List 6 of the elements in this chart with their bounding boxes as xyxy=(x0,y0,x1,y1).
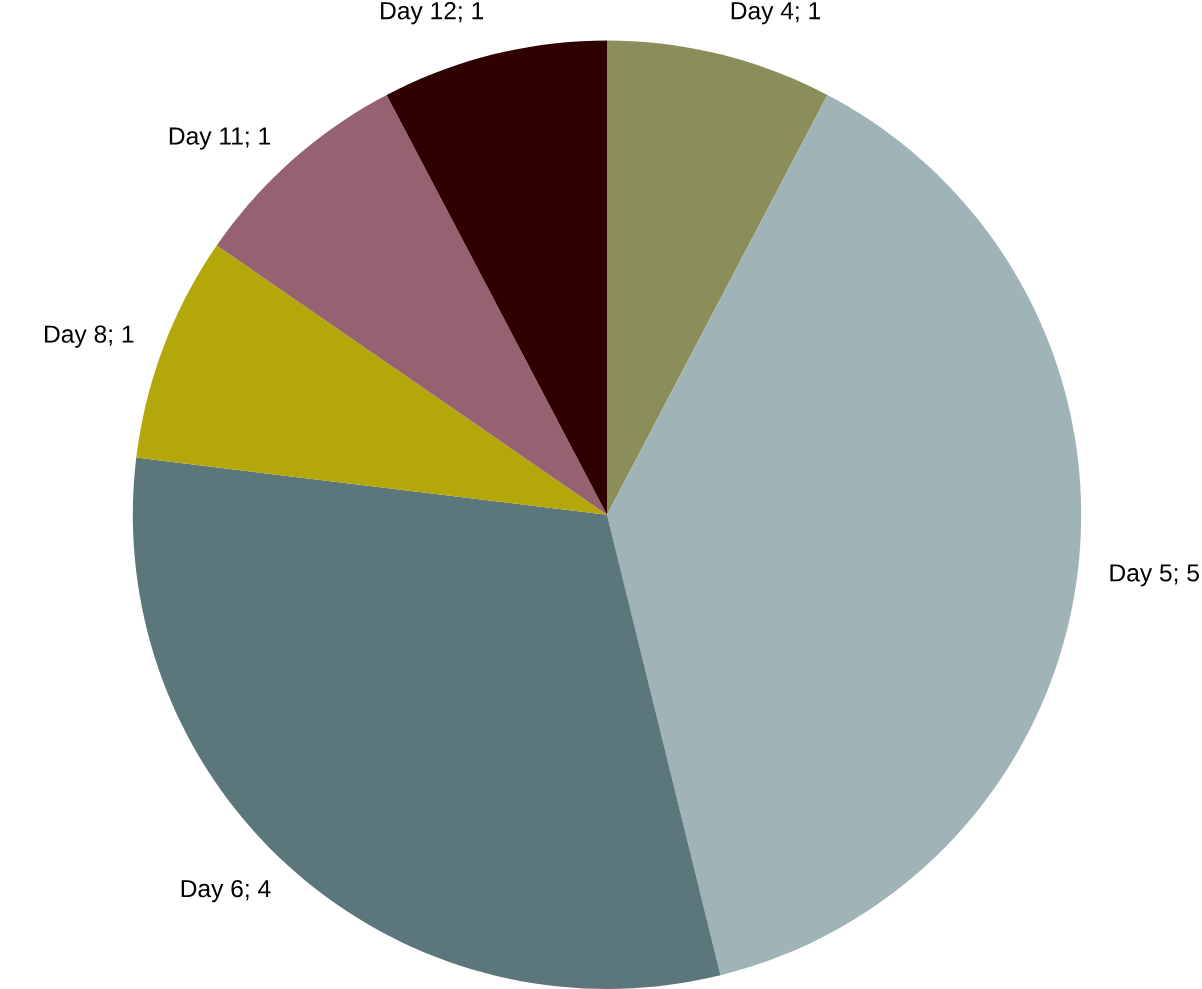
slice-label: Day 6; 4 xyxy=(181,879,271,903)
slice-label: Day 8; 1 xyxy=(45,325,134,348)
slice-label: Day 4; 1 xyxy=(731,2,821,25)
slice-label: Day 5; 5 xyxy=(1110,564,1199,587)
slice-label: Day 12; 1 xyxy=(381,2,484,25)
slice-label: Day 11; 1 xyxy=(169,127,271,150)
